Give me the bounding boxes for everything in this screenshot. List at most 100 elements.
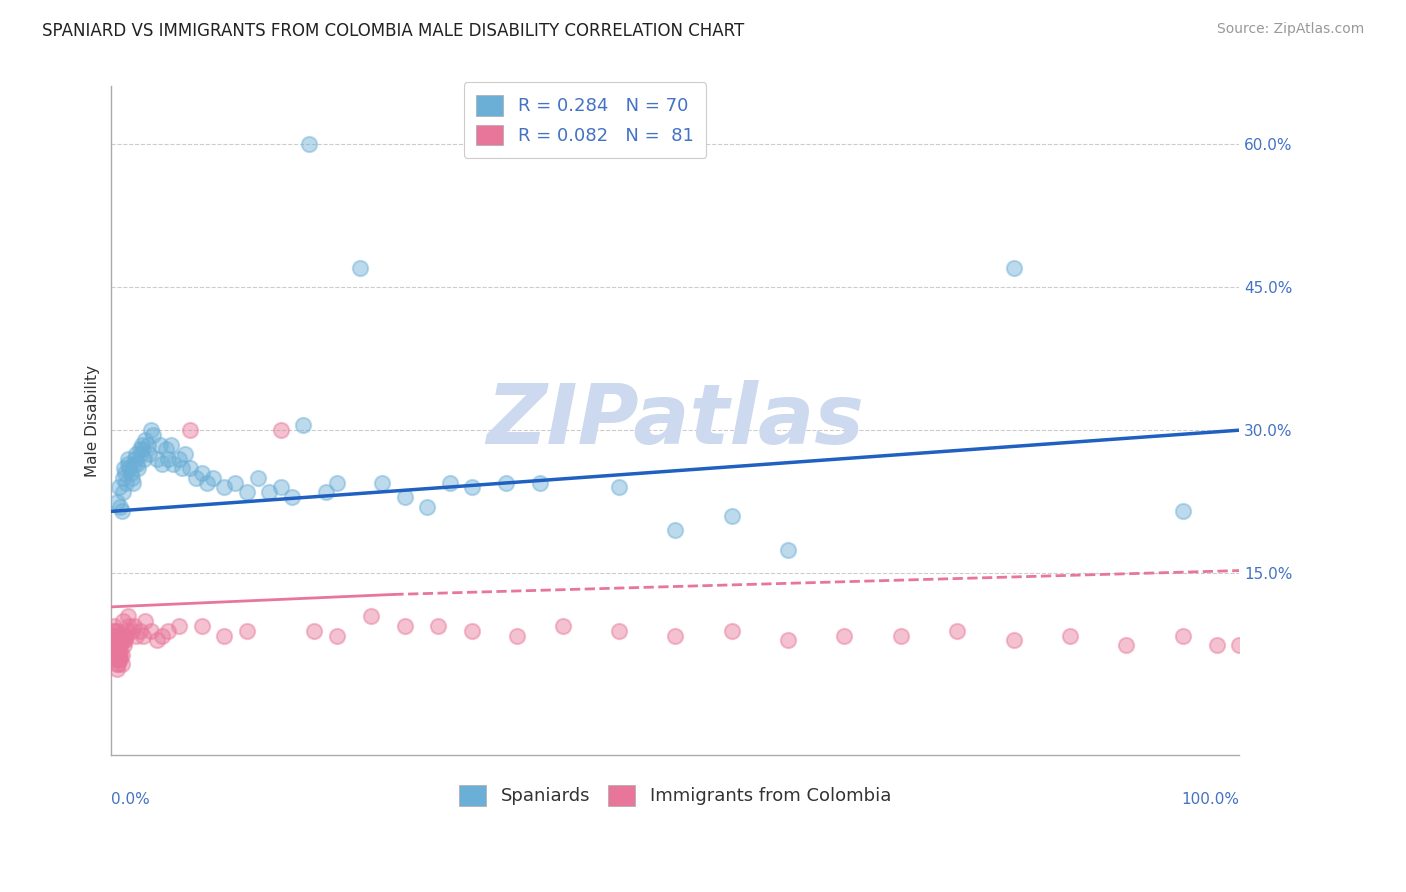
Point (212, 628, 235, 642)
Point (506, 628, 529, 642)
Point (110, 652, 132, 666)
Point (105, 643, 128, 657)
Point (138, 447, 160, 461)
Point (112, 638, 135, 652)
Point (132, 442, 155, 457)
Point (890, 628, 912, 642)
Point (112, 633, 135, 648)
Point (111, 628, 134, 642)
Point (105, 624, 128, 638)
Point (394, 490, 416, 504)
Point (167, 451, 190, 466)
Point (104, 643, 127, 657)
Point (495, 475, 517, 490)
Point (108, 638, 131, 652)
Point (212, 481, 235, 495)
Point (834, 628, 856, 642)
Point (103, 619, 125, 633)
Point (1171, 504, 1194, 518)
Point (125, 447, 148, 461)
Point (110, 504, 132, 518)
Point (139, 624, 162, 638)
Point (108, 648, 131, 662)
Point (1171, 628, 1194, 642)
Point (461, 624, 484, 638)
Point (394, 619, 416, 633)
Point (720, 624, 742, 638)
Point (104, 652, 127, 666)
Point (184, 471, 207, 485)
Point (110, 648, 132, 662)
Point (111, 471, 134, 485)
Point (111, 485, 134, 500)
Point (117, 457, 139, 471)
Point (111, 633, 134, 648)
Point (134, 614, 156, 628)
Point (118, 619, 141, 633)
Point (128, 624, 150, 638)
Point (664, 524, 686, 538)
Point (108, 481, 131, 495)
Point (259, 485, 281, 500)
Point (105, 628, 128, 642)
Point (132, 628, 155, 642)
Point (416, 500, 439, 514)
Point (121, 624, 143, 638)
Point (105, 495, 128, 509)
Point (110, 643, 132, 657)
Point (326, 628, 349, 642)
Point (142, 428, 165, 442)
Point (439, 475, 461, 490)
Point (156, 624, 179, 638)
Point (247, 471, 270, 485)
Point (121, 475, 143, 490)
Point (150, 628, 173, 642)
Point (281, 490, 304, 504)
Text: SPANIARD VS IMMIGRANTS FROM COLOMBIA MALE DISABILITY CORRELATION CHART: SPANIARD VS IMMIGRANTS FROM COLOMBIA MAL… (42, 22, 744, 40)
Point (120, 466, 142, 480)
Point (607, 481, 630, 495)
Point (778, 633, 800, 648)
Point (150, 457, 173, 471)
Point (172, 461, 194, 475)
Point (298, 136, 321, 151)
Point (108, 652, 131, 666)
Point (190, 466, 212, 480)
Point (104, 638, 127, 652)
Text: 100.0%: 100.0% (1181, 792, 1239, 806)
Point (778, 542, 800, 557)
Point (104, 638, 127, 652)
Point (105, 633, 128, 648)
Point (270, 423, 292, 437)
Point (235, 624, 257, 638)
Point (235, 485, 257, 500)
Point (201, 471, 224, 485)
Point (946, 624, 969, 638)
Point (529, 475, 551, 490)
Point (124, 451, 146, 466)
Point (160, 437, 183, 451)
Point (1227, 638, 1250, 652)
Legend: Spaniards, Immigrants from Colombia: Spaniards, Immigrants from Colombia (453, 778, 898, 813)
Point (122, 619, 145, 633)
Point (224, 475, 246, 490)
Point (110, 648, 132, 662)
Point (461, 481, 484, 495)
Point (607, 624, 630, 638)
Point (121, 471, 143, 485)
Point (1002, 260, 1025, 275)
Point (122, 457, 145, 471)
Point (103, 624, 125, 638)
Point (111, 614, 134, 628)
Point (360, 609, 382, 624)
Point (1115, 638, 1137, 652)
Point (127, 461, 149, 475)
Point (114, 633, 136, 648)
Point (105, 657, 128, 672)
Point (105, 652, 128, 666)
Point (104, 633, 127, 648)
Point (104, 643, 127, 657)
Text: Source: ZipAtlas.com: Source: ZipAtlas.com (1216, 22, 1364, 37)
Point (104, 648, 127, 662)
Point (195, 475, 218, 490)
